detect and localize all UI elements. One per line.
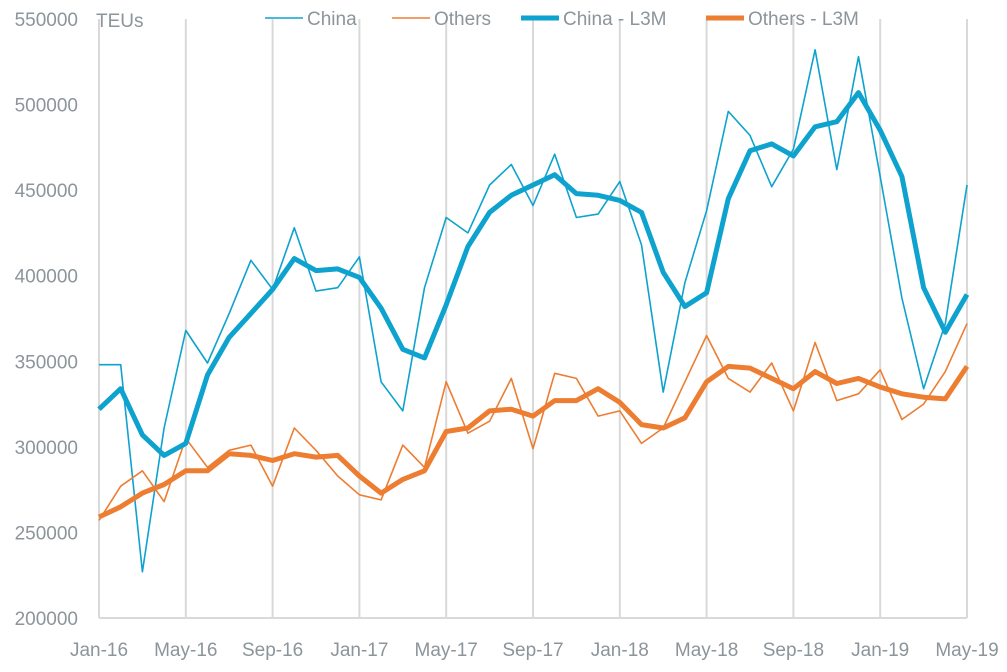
legend: China Others China - L3M Others - L3M [265,9,859,30]
series-china [99,48,968,573]
x-tick-label: May-17 [415,640,478,661]
y-tick-label: 350000 [15,352,78,373]
series-lines [97,48,970,573]
gridlines [98,19,968,619]
y-axis-label: TEUs [96,11,144,32]
legend-label: China - L3M [563,9,667,30]
x-tick-label: Jan-18 [591,640,649,661]
x-tick-label: Sep-18 [763,640,824,661]
series-china-l3m [97,90,970,458]
legend-item: China - L3M [521,9,667,30]
y-tick-label: 550000 [15,10,78,31]
legend-label: Others [434,9,491,30]
x-tick-label: May-18 [675,640,738,661]
x-tick-label: Jan-17 [330,640,388,661]
legend-label: China [307,9,357,30]
y-tick-label: 450000 [15,181,78,202]
legend-label: Others - L3M [748,9,859,30]
y-tick-label: 500000 [15,96,78,117]
y-tick-label: 250000 [15,523,78,544]
x-tick-label: Sep-16 [242,640,303,661]
x-tick-label: Jan-16 [70,640,128,661]
x-tick-label: May-19 [935,640,998,661]
y-tick-label: 400000 [15,267,78,288]
x-tick-label: Sep-17 [502,640,563,661]
series-others [98,323,968,521]
y-axis-ticks: 200000 250000 300000 350000 400000 450000 5000… [15,10,78,630]
legend-item: Others [392,9,491,30]
legend-item: China [265,9,357,30]
y-tick-label: 200000 [15,609,78,630]
x-tick-label: May-16 [154,640,217,661]
x-axis-ticks: Jan-16 May-16 Sep-16 Jan-17 May-17 Sep-17 Jan-… [70,640,999,661]
series-others-l3m [97,363,970,520]
legend-item: Others - L3M [706,9,859,30]
y-tick-label: 300000 [15,438,78,459]
x-tick-label: Jan-19 [851,640,909,661]
